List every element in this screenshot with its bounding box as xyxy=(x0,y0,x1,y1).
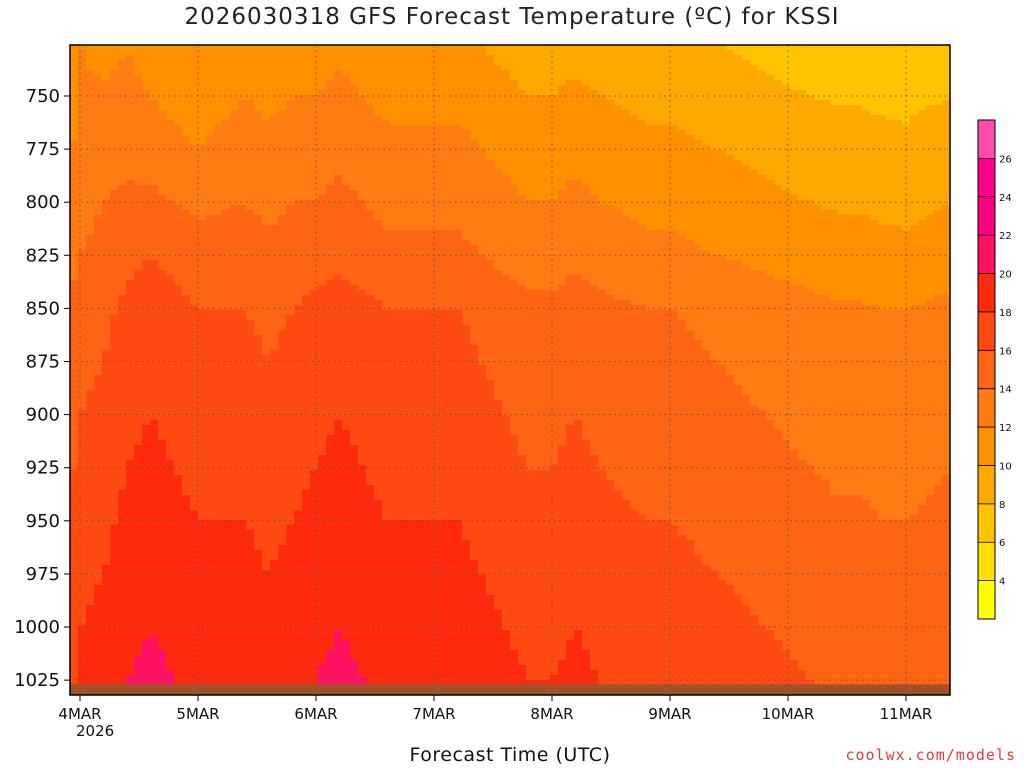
x-tick-label: 11MAR xyxy=(880,705,933,723)
y-tick-label: 775 xyxy=(26,139,60,160)
colorbar-swatch xyxy=(978,120,995,159)
x-tick-label: 8MAR xyxy=(530,705,573,723)
colorbar-tick-label: 12 xyxy=(999,423,1012,434)
colorbar-tick-label: 24 xyxy=(999,193,1012,204)
colorbar-tick-label: 16 xyxy=(999,346,1012,357)
y-tick-label: 925 xyxy=(26,458,60,479)
colorbar-swatch xyxy=(978,196,995,236)
colorbar-swatch xyxy=(978,350,995,390)
y-tick-label: 950 xyxy=(26,511,60,532)
colorbar-tick-label: 20 xyxy=(999,270,1012,281)
y-tick-label: 800 xyxy=(26,192,60,213)
chart-title: 2026030318 GFS Forecast Temperature (ºC)… xyxy=(184,4,840,30)
ground-strip xyxy=(70,684,950,695)
colorbar-tick-label: 6 xyxy=(999,538,1005,549)
x-tick-label: 9MAR xyxy=(648,705,691,723)
y-tick-label: 850 xyxy=(26,298,60,319)
x-tick-label: 4MAR xyxy=(58,705,101,723)
y-tick-label: 750 xyxy=(26,86,60,107)
colorbar-swatch xyxy=(978,158,995,198)
x-tick-label: 6MAR xyxy=(294,705,337,723)
x-tick-label: 5MAR xyxy=(176,705,219,723)
colorbar-tick-label: 22 xyxy=(999,231,1012,242)
x-tick-label: 10MAR xyxy=(762,705,815,723)
colorbar-tick-label: 8 xyxy=(999,500,1005,511)
y-tick-label: 1025 xyxy=(14,670,60,691)
y-tick-label: 900 xyxy=(26,405,60,426)
colorbar-swatch xyxy=(978,465,995,505)
y-tick-label: 975 xyxy=(26,564,60,585)
colorbar-swatch xyxy=(978,580,995,620)
y-tick-label: 1000 xyxy=(14,617,60,638)
x-axis-year: 2026 xyxy=(76,722,115,740)
colorbar-tick-label: 26 xyxy=(999,154,1012,165)
y-tick-label: 825 xyxy=(26,245,60,266)
colorbar-swatch xyxy=(978,273,995,313)
colorbar-swatch xyxy=(978,542,995,582)
x-tick-label: 7MAR xyxy=(412,705,455,723)
colorbar-tick-label: 10 xyxy=(999,461,1012,472)
colorbar-swatch xyxy=(978,503,995,543)
colorbar-tick-label: 4 xyxy=(999,577,1005,588)
colorbar-tick-label: 18 xyxy=(999,308,1012,319)
plot-frame xyxy=(69,44,951,696)
y-tick-label: 875 xyxy=(26,352,60,373)
colorbar-swatch xyxy=(978,311,995,351)
credit-label[interactable]: coolwx.com/models xyxy=(845,746,1016,764)
x-axis-label: Forecast Time (UTC) xyxy=(409,744,611,766)
colorbar-swatch xyxy=(978,388,995,428)
colorbar-swatch xyxy=(978,427,995,466)
colorbar-swatch xyxy=(978,235,995,275)
colorbar-tick-label: 14 xyxy=(999,385,1012,396)
